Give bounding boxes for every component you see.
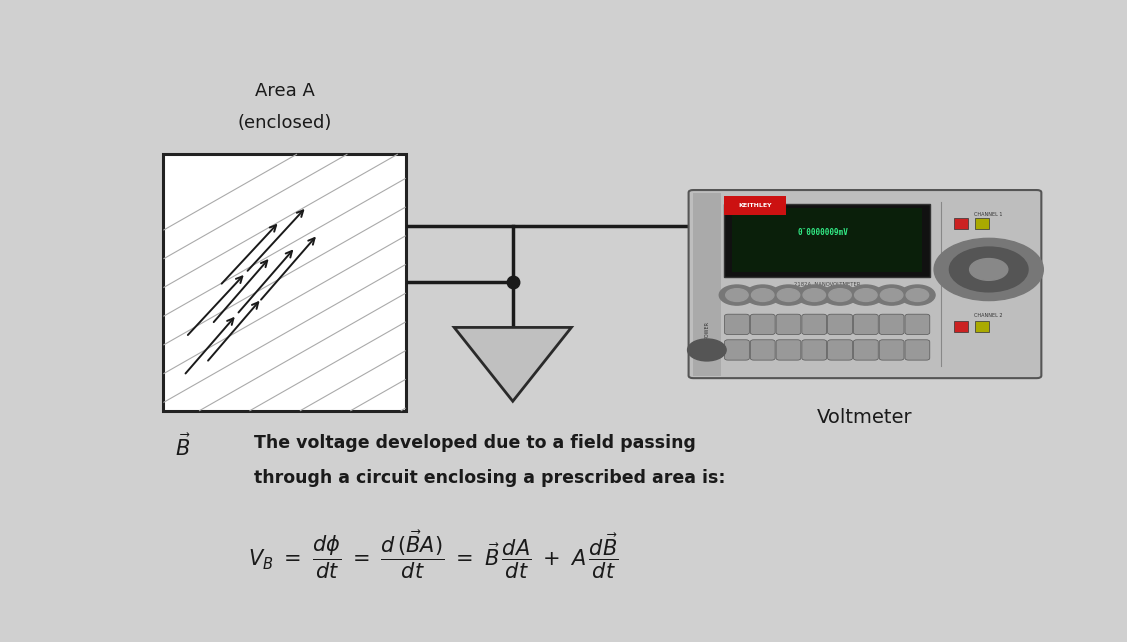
FancyBboxPatch shape: [879, 340, 904, 360]
FancyBboxPatch shape: [777, 340, 801, 360]
Text: through a circuit enclosing a prescribed area is:: through a circuit enclosing a prescribed…: [254, 469, 725, 487]
Text: $\vec{B}$: $\vec{B}$: [175, 433, 190, 460]
Circle shape: [778, 289, 800, 302]
Circle shape: [880, 289, 903, 302]
Circle shape: [906, 289, 929, 302]
Bar: [724, 204, 930, 277]
FancyBboxPatch shape: [751, 314, 775, 334]
Circle shape: [726, 289, 748, 302]
FancyBboxPatch shape: [777, 314, 801, 334]
Text: (enclosed): (enclosed): [238, 114, 331, 132]
Text: $V_B \ = \ \dfrac{d\phi}{dt} \ = \ \dfrac{d\,(\vec{B}A)}{dt} \ = \ \vec{B}\,\dfr: $V_B \ = \ \dfrac{d\phi}{dt} \ = \ \dfra…: [248, 529, 619, 582]
Text: POWER: POWER: [704, 321, 709, 339]
Text: Voltmeter: Voltmeter: [817, 408, 913, 427]
Bar: [724, 196, 786, 214]
Circle shape: [849, 285, 884, 305]
Circle shape: [797, 285, 832, 305]
Circle shape: [828, 289, 851, 302]
Bar: [733, 208, 922, 272]
FancyBboxPatch shape: [853, 314, 878, 334]
Text: The voltage developed due to a field passing: The voltage developed due to a field pas…: [254, 434, 695, 452]
Circle shape: [854, 289, 877, 302]
Text: 2182A  NANOVOLTMETER: 2182A NANOVOLTMETER: [795, 282, 860, 286]
Text: CHANNEL 1: CHANNEL 1: [975, 212, 1003, 217]
FancyBboxPatch shape: [905, 340, 930, 360]
Circle shape: [687, 339, 726, 361]
FancyBboxPatch shape: [802, 314, 827, 334]
Circle shape: [949, 247, 1028, 292]
Bar: [163, 154, 406, 411]
Bar: [955, 321, 968, 332]
Circle shape: [969, 259, 1008, 281]
Bar: [693, 193, 720, 376]
Circle shape: [873, 285, 909, 305]
FancyBboxPatch shape: [751, 340, 775, 360]
Circle shape: [719, 285, 755, 305]
Text: CHANNEL 2: CHANNEL 2: [975, 313, 1003, 318]
Text: 0̈0000009mV: 0̈0000009mV: [798, 228, 849, 237]
FancyBboxPatch shape: [827, 340, 852, 360]
FancyBboxPatch shape: [879, 314, 904, 334]
FancyBboxPatch shape: [725, 340, 749, 360]
FancyBboxPatch shape: [827, 314, 852, 334]
Text: Area A: Area A: [255, 82, 314, 100]
Bar: [975, 321, 988, 332]
FancyBboxPatch shape: [689, 190, 1041, 378]
FancyBboxPatch shape: [853, 340, 878, 360]
Polygon shape: [454, 327, 571, 401]
Bar: [975, 218, 988, 229]
FancyBboxPatch shape: [802, 340, 827, 360]
Circle shape: [823, 285, 858, 305]
Circle shape: [899, 285, 935, 305]
Text: KEITHLEY: KEITHLEY: [738, 203, 772, 208]
Circle shape: [745, 285, 780, 305]
Circle shape: [771, 285, 806, 305]
Bar: [955, 218, 968, 229]
FancyBboxPatch shape: [725, 314, 749, 334]
Circle shape: [752, 289, 774, 302]
Circle shape: [804, 289, 825, 302]
FancyBboxPatch shape: [905, 314, 930, 334]
Circle shape: [934, 238, 1044, 300]
